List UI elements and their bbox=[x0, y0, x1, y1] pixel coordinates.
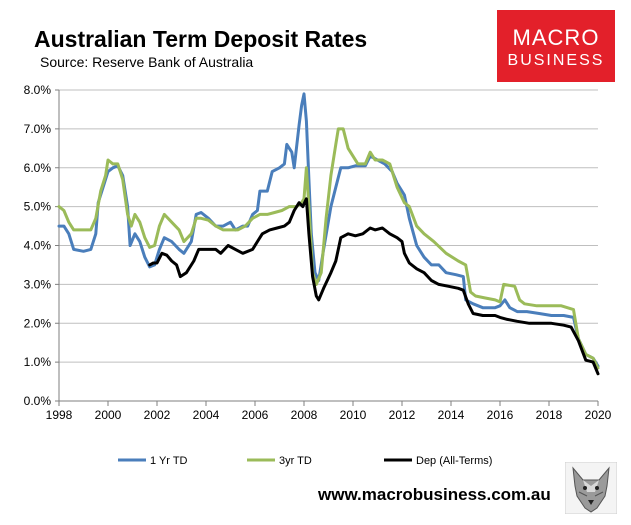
x-tick-label: 1998 bbox=[46, 408, 73, 422]
chart-subtitle: Source: Reserve Bank of Australia bbox=[40, 54, 254, 70]
logo-text-business: BUSINESS bbox=[507, 52, 605, 69]
x-tick-label: 2018 bbox=[536, 408, 563, 422]
x-tick-label: 2010 bbox=[340, 408, 367, 422]
y-tick-label: 7.0% bbox=[24, 122, 52, 136]
legend-label: 3yr TD bbox=[279, 455, 312, 467]
series-line-3yr-td bbox=[57, 127, 600, 370]
x-tick-label: 2016 bbox=[487, 408, 514, 422]
wolf-icon bbox=[564, 461, 618, 515]
legend-label: Dep (All-Terms) bbox=[416, 455, 492, 467]
y-tick-label: 4.0% bbox=[24, 239, 52, 253]
y-tick-label: 8.0% bbox=[24, 83, 52, 97]
series-line-dep-all-terms bbox=[148, 197, 600, 376]
series-line-1-yr-td bbox=[57, 92, 600, 368]
chart-title: Australian Term Deposit Rates bbox=[34, 26, 368, 52]
x-tick-label: 2002 bbox=[144, 408, 171, 422]
y-tick-label: 1.0% bbox=[24, 355, 52, 369]
x-tick-label: 2008 bbox=[291, 408, 318, 422]
y-tick-label: 0.0% bbox=[24, 394, 52, 408]
x-tick-label: 2012 bbox=[389, 408, 416, 422]
y-tick-label: 6.0% bbox=[24, 161, 52, 175]
x-tick-label: 2006 bbox=[242, 408, 269, 422]
footer-url: www.macrobusiness.com.au bbox=[318, 485, 551, 504]
macrobusiness-logo: MACRO BUSINESS bbox=[497, 10, 615, 82]
logo-text-macro: MACRO bbox=[512, 25, 600, 50]
y-tick-label: 2.0% bbox=[24, 316, 52, 330]
x-tick-label: 2014 bbox=[438, 408, 465, 422]
y-tick-label: 5.0% bbox=[24, 200, 52, 214]
x-tick-label: 2004 bbox=[193, 408, 220, 422]
x-tick-label: 2020 bbox=[585, 408, 612, 422]
legend-label: 1 Yr TD bbox=[150, 455, 188, 467]
logo-background bbox=[497, 10, 615, 82]
x-tick-label: 2000 bbox=[95, 408, 122, 422]
y-tick-label: 3.0% bbox=[24, 277, 52, 291]
